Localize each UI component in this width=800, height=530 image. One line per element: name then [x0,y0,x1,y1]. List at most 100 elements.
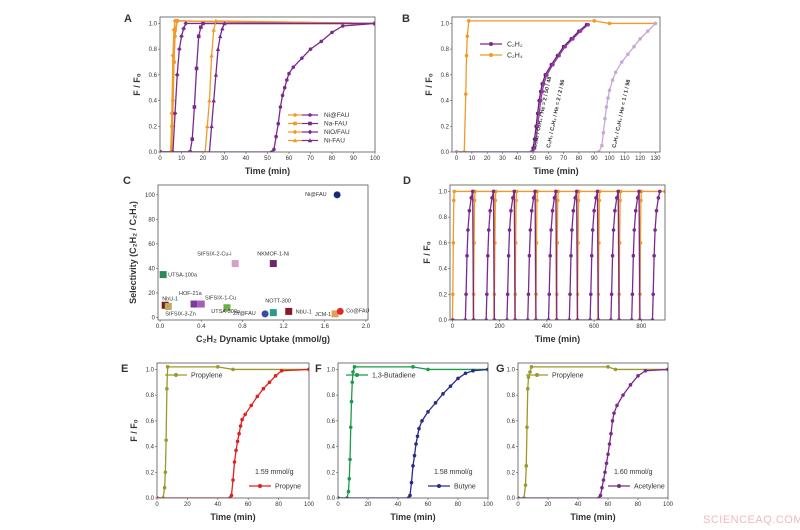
x-tick-label: 40 [575,502,582,508]
data-point [645,29,650,33]
plot-area [518,365,668,498]
data-point [563,44,567,49]
panel-e: E 0 20 40 60 80 100 0.0 0.2 0.4 0.6 0.8 1.0 Time (min… [121,362,315,522]
data-point [291,65,296,69]
data-point [594,196,598,200]
y-tick-label: 0.8 [507,393,516,399]
data-point [557,53,561,58]
legend-marker [437,484,441,488]
data-point [567,318,572,320]
x-axis-label: Time (min) [210,512,255,522]
data-point [194,66,199,71]
point-label: UTSA-100a [168,273,198,279]
data-point [609,431,613,436]
data-point [300,56,304,60]
uptake-annotation: 1.59 mmol/g [255,469,294,476]
data-point [607,88,612,93]
x-tick-label: 10 [469,156,476,162]
x-tick-label: 100 [370,156,381,162]
plot-area [157,365,309,498]
data-point [490,196,494,200]
data-point [613,70,618,75]
data-point [643,368,648,373]
data-point [454,150,459,152]
data-point [199,25,203,30]
y-tick-label: 0.4 [441,99,450,105]
point-label: SIFSIX-3-Zn [165,312,196,318]
data-point [601,478,606,482]
data-point [467,208,472,213]
data-point [261,386,266,391]
data-point [616,189,621,194]
y-tick-label: 0.6 [146,419,155,425]
data-point [512,189,517,194]
y-tick-label: 0.4 [146,445,155,451]
x-tick-label: 200 [495,324,506,330]
x-tick-label: 80 [275,502,282,508]
data-point [470,189,475,194]
point-label: SIFSIX-1-Cu [205,296,236,302]
y-tick-label: 0.4 [149,99,158,105]
data-point [570,228,574,232]
data-point [231,367,235,372]
legend-label: Butyne [454,484,476,491]
data-point [663,189,665,194]
data-point [531,196,536,200]
data-point [666,367,668,372]
plot-frame [451,16,661,153]
data-point [272,147,276,152]
panel-label: A [124,13,132,25]
legend-label: 1,3-Butadiene [372,373,416,380]
data-point [171,27,177,33]
panel-label: E [121,363,128,375]
data-point [338,496,340,498]
data-point [220,26,225,31]
x-tick-label: 800 [636,324,647,330]
data-point [352,365,357,369]
legend-label: Propylene [552,373,584,380]
y-tick-label: 0.2 [146,470,155,476]
data-point [596,318,601,320]
x-axis-label: Time (min) [245,166,290,176]
panel-label: F [315,363,322,375]
data-point [606,452,610,457]
panel-g: G 0 20 40 60 80 100 0.0 0.2 0.4 0.6 0.8 1.0 Time (min… [496,362,674,522]
data-point [350,380,355,385]
x-tick-label: 20 [184,502,191,508]
data-point [223,304,231,312]
y-tick-label: 0.4 [327,445,336,451]
data-point [463,318,468,320]
legend-label: C₂H₄ [507,53,523,60]
data-point [196,34,201,39]
data-point [493,198,498,203]
data-point [211,27,216,32]
data-point [336,307,344,315]
series-line [456,24,588,152]
data-point [280,93,285,98]
data-point [451,241,456,245]
data-point [615,403,619,408]
data-point [592,208,596,213]
panel-label: G [496,363,505,375]
x-tick-label: 30 [221,156,228,162]
y-tick-label: 0.6 [507,419,516,425]
data-point [604,105,609,109]
data-point [607,442,612,446]
watermark: SCIENCEAQ.COM [703,514,800,526]
data-point [589,292,593,297]
data-point [164,438,168,442]
data-point [631,253,636,258]
data-point [164,303,172,310]
x-tick-label: 50 [264,156,271,162]
data-point [613,208,617,213]
data-point [451,318,455,320]
data-point [532,146,537,150]
x-tick-label: 80 [635,502,642,508]
y-axis-label: F / F₀ [129,419,139,442]
data-point [240,417,244,422]
x-tick-label: 60 [545,156,552,162]
data-point [172,60,176,64]
x-tick-label: 0 [155,502,159,508]
legend-marker [308,113,312,117]
data-point [633,208,638,213]
